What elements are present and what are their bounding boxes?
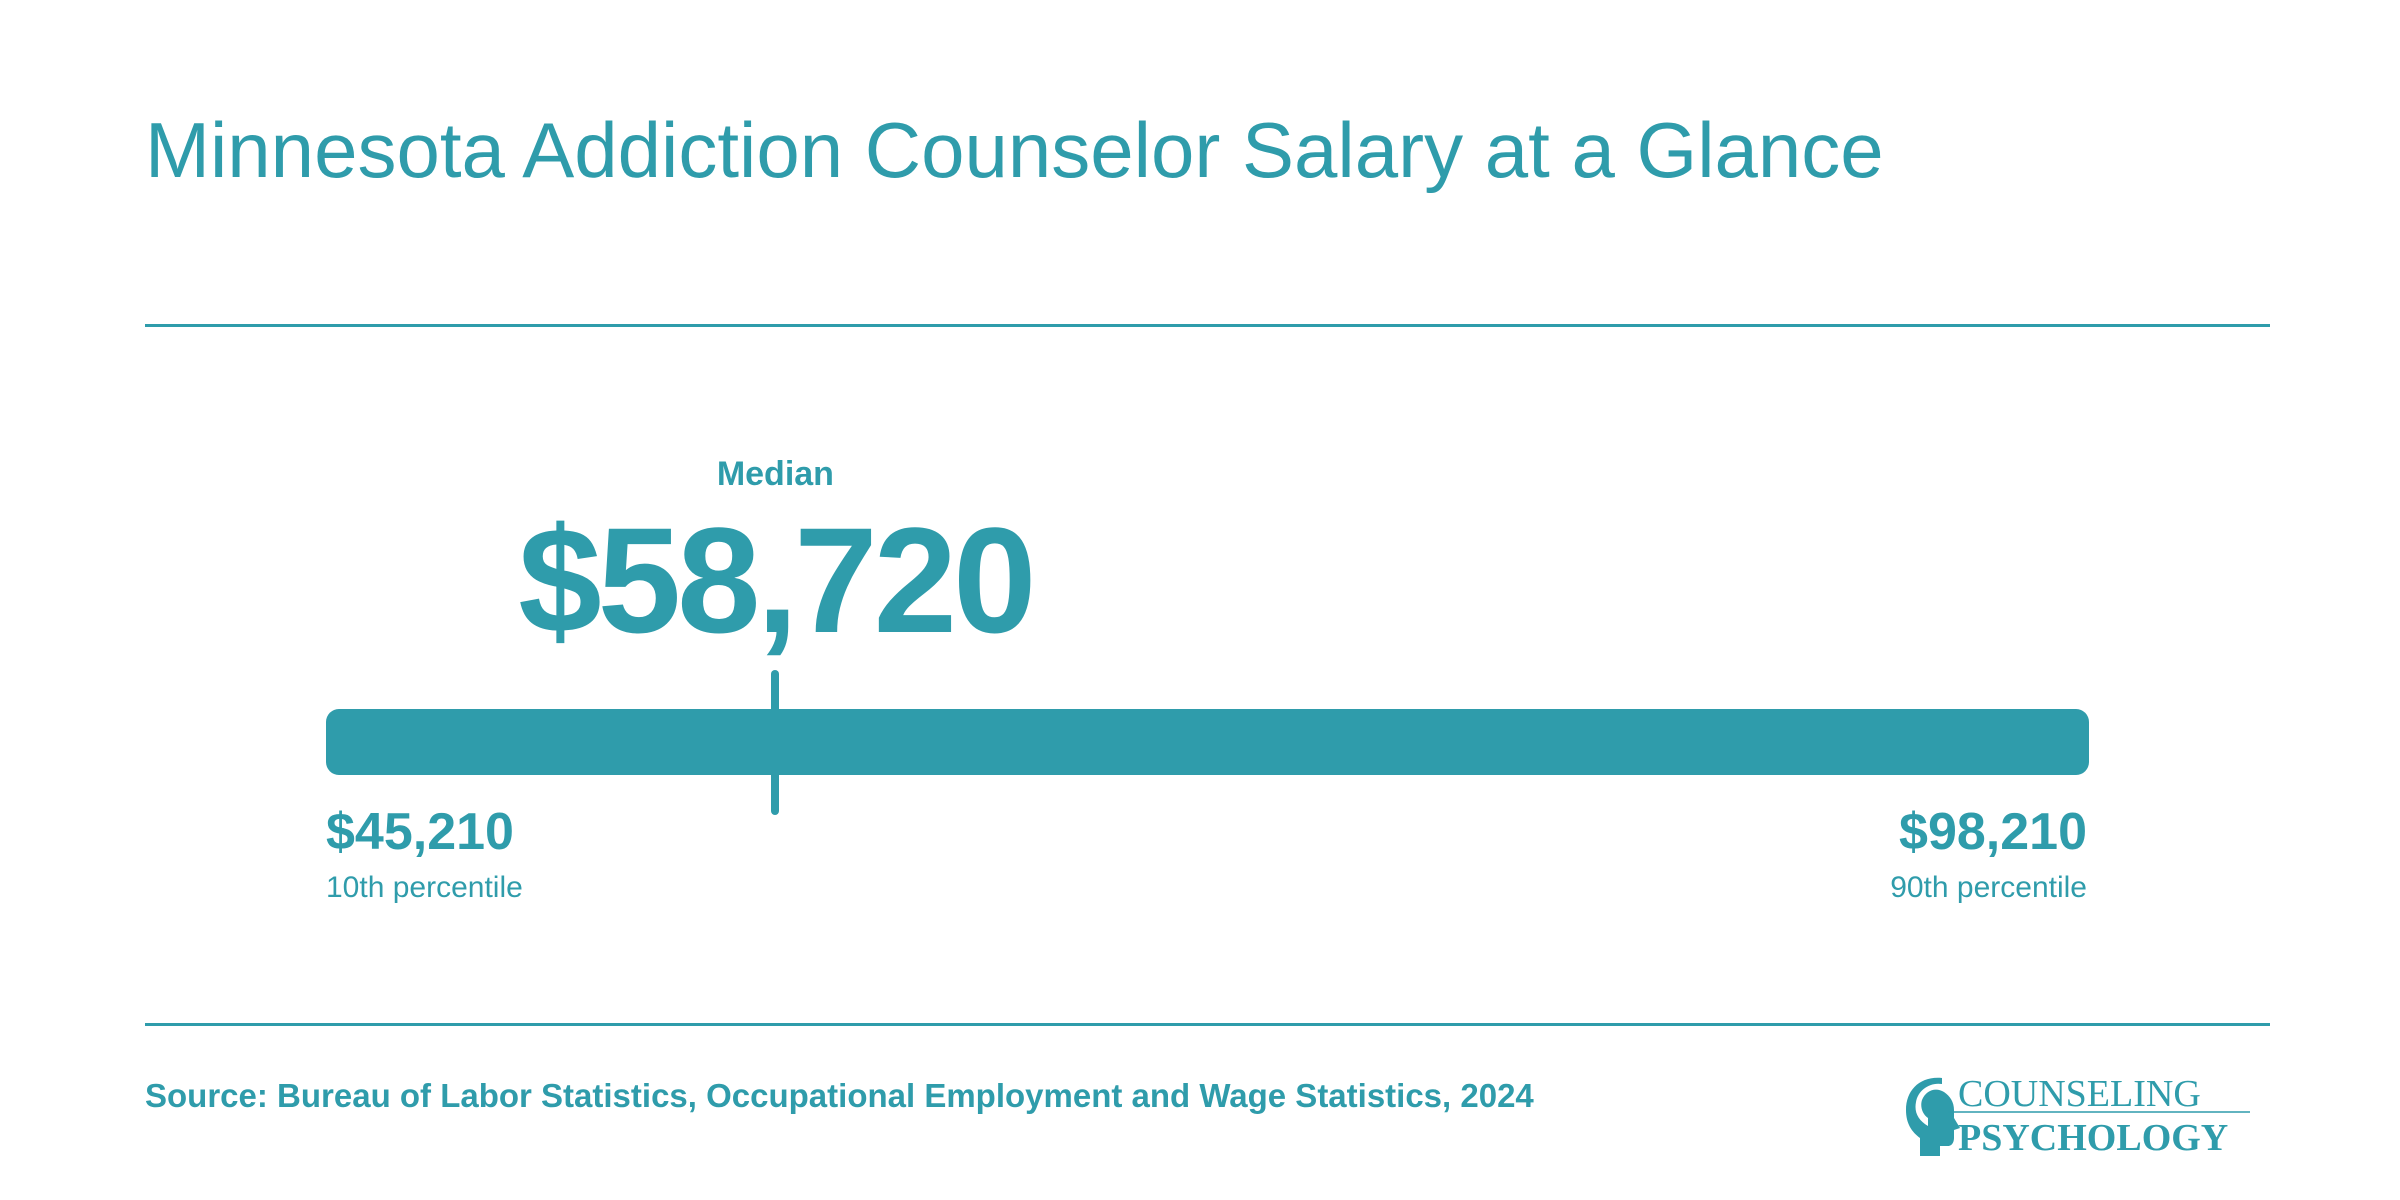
top-divider xyxy=(145,324,2270,327)
max-value-label: $98,210 xyxy=(1899,803,2087,861)
salary-range-bar xyxy=(326,709,2089,775)
bottom-divider xyxy=(145,1023,2270,1026)
logo-line-1: COUNSELING xyxy=(1958,1073,2201,1115)
min-percentile-caption: 10th percentile xyxy=(326,871,523,904)
median-marker xyxy=(771,670,780,815)
median-value-label: $58,720 xyxy=(518,496,1036,664)
counseling-psychology-logo: COUNSELING PSYCHOLOGY xyxy=(1890,1068,2250,1158)
head-silhouette-icon: COUNSELING PSYCHOLOGY xyxy=(1906,1073,2250,1158)
logo-line-2: PSYCHOLOGY xyxy=(1958,1117,2228,1158)
min-value-label: $45,210 xyxy=(326,803,514,861)
source-citation: Source: Bureau of Labor Statistics, Occu… xyxy=(145,1077,1534,1114)
page-title: Minnesota Addiction Counselor Salary at … xyxy=(145,106,1884,194)
max-percentile-caption: 90th percentile xyxy=(1890,871,2087,904)
median-caption: Median xyxy=(716,455,834,493)
